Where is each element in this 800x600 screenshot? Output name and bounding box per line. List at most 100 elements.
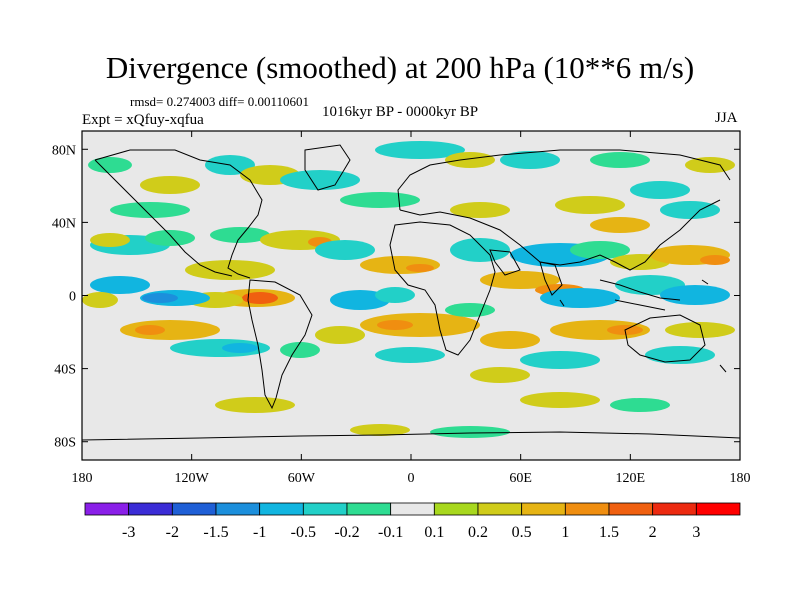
anomaly-patch: [570, 241, 630, 259]
colorbar-swatch: [215, 502, 261, 516]
colorbar-label: 2: [649, 524, 657, 541]
lon-tick-label: 60E: [509, 471, 532, 486]
colorbar-swatch: [259, 502, 304, 516]
anomaly-patch: [375, 141, 465, 159]
lat-tick-label: 0: [69, 290, 76, 305]
colorbar-swatch: [521, 502, 566, 516]
anomaly-patch: [360, 313, 480, 337]
anomaly-patch: [340, 192, 420, 208]
lat-tick-label: 80S: [54, 436, 76, 451]
anomaly-patches: [82, 141, 735, 438]
anomaly-patch: [555, 196, 625, 214]
anomaly-patch: [215, 397, 295, 413]
anomaly-patch: [445, 303, 495, 317]
colorbar-label: -1: [253, 524, 266, 541]
colorbar-label: -0.2: [334, 524, 359, 541]
anomaly-patch: [210, 227, 270, 243]
colorbar-label: -1.5: [203, 524, 228, 541]
anomaly-patch: [90, 233, 130, 247]
colorbar-swatch: [608, 502, 654, 516]
season-label: JJA: [715, 110, 738, 126]
anomaly-patch: [445, 152, 495, 168]
stats-text: rmsd= 0.274003 diff= 0.00110601: [130, 94, 309, 109]
experiment-label: Expt = xQfuy-xqfua: [82, 112, 204, 128]
colorbar-swatch: [433, 502, 479, 516]
period-label: 1016kyr BP - 0000kyr BP: [322, 104, 479, 120]
anomaly-patch: [242, 292, 278, 304]
anomaly-patch: [660, 201, 720, 219]
colorbar-swatch: [128, 502, 173, 516]
anomaly-patch: [145, 230, 195, 246]
anomaly-patch: [135, 325, 165, 335]
anomaly-patch: [520, 392, 600, 408]
colorbar-label: 1.5: [599, 524, 619, 541]
anomaly-patch: [610, 398, 670, 412]
anomaly-patch: [645, 346, 715, 364]
colorbar-swatch: [390, 502, 435, 516]
lat-tick-label: 80N: [52, 143, 76, 158]
colorbar-label: 3: [692, 524, 700, 541]
colorbar-swatch: [346, 502, 392, 516]
anomaly-patch: [90, 276, 150, 294]
anomaly-patch: [480, 271, 560, 289]
anomaly-patch: [315, 326, 365, 344]
axis-ticks: 80N 40N 0 40S 80S 180 120W 60W 0 60E 120E 180: [52, 131, 751, 486]
colorbar-label: -0.5: [291, 524, 316, 541]
anomaly-patch: [590, 217, 650, 233]
lat-tick-label: 40N: [52, 216, 76, 231]
colorbar-label: -3: [122, 524, 135, 541]
lon-tick-label: 0: [408, 471, 415, 486]
anomaly-patch: [470, 367, 530, 383]
anomaly-patch: [185, 260, 275, 280]
colorbar-swatch: [84, 502, 130, 516]
colorbar-label: -2: [166, 524, 179, 541]
lon-tick-label: 180: [72, 471, 93, 486]
anomaly-patch: [665, 322, 735, 338]
anomaly-patch: [110, 202, 190, 218]
anomaly-patch: [430, 426, 510, 438]
anomaly-patch: [120, 320, 220, 340]
colorbar-swatch: [564, 502, 610, 516]
lon-tick-label: 60W: [288, 471, 316, 486]
colorbar-swatch: [171, 502, 217, 516]
colorbar-swatch: [652, 502, 697, 516]
anomaly-patch: [540, 288, 620, 308]
anomaly-patch: [82, 292, 118, 308]
colorbar-label: -0.1: [378, 524, 403, 541]
divergence-field: [82, 131, 740, 460]
colorbar-swatch: [695, 502, 741, 516]
anomaly-patch: [88, 157, 132, 173]
lon-tick-label: 180: [730, 471, 751, 486]
anomaly-patch: [142, 293, 178, 303]
anomaly-patch: [685, 157, 735, 173]
anomaly-patch: [500, 151, 560, 169]
anomaly-patch: [375, 287, 415, 303]
anomaly-patch: [222, 343, 258, 353]
coastlines: [82, 144, 740, 441]
lon-tick-label: 120W: [175, 471, 210, 486]
anomaly-patch: [520, 351, 600, 369]
anomaly-patch: [480, 331, 540, 349]
anomaly-patch: [406, 264, 434, 272]
anomaly-patch: [350, 424, 410, 436]
colorbar-swatch: [302, 502, 348, 516]
anomaly-patch: [590, 152, 650, 168]
anomaly-patch: [450, 238, 510, 262]
plot-title: Divergence (smoothed) at 200 hPa (10**6 …: [105, 50, 695, 85]
anomaly-patch: [700, 255, 730, 265]
colorbar-label: 1: [561, 524, 569, 541]
anomaly-patch: [140, 176, 200, 194]
colorbar-label: 0.2: [468, 524, 488, 541]
colorbar-label: 0.1: [424, 524, 444, 541]
anomaly-patch: [630, 181, 690, 199]
lon-tick-label: 120E: [616, 471, 646, 486]
anomaly-patch: [280, 342, 320, 358]
colorbar-swatch: [477, 502, 523, 516]
colorbar: -3 -2 -1.5 -1 -0.5 -0.2 -0.1 0.1 0.2 0.5 1 1.5 2 3: [84, 502, 741, 541]
anomaly-patch: [280, 170, 360, 190]
lat-tick-label: 40S: [54, 363, 76, 378]
anomaly-patch: [660, 285, 730, 305]
anomaly-patch: [377, 320, 413, 330]
colorbar-label: 0.5: [512, 524, 532, 541]
